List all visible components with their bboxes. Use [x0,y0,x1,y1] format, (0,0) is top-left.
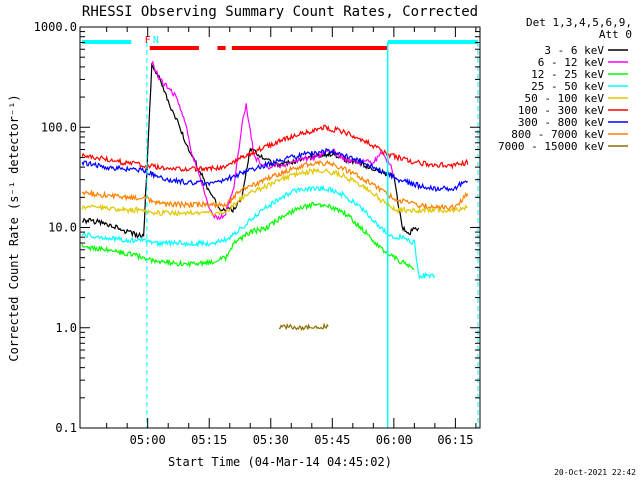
legend-label: 800 - 7000 keV [511,128,604,141]
x-tick-label: 06:00 [376,433,412,447]
legend-label: 6 - 12 keV [538,56,605,69]
chart-title: RHESSI Observing Summary Count Rates, Co… [82,4,478,20]
flag-label-N: N [153,35,159,46]
series-line-50-100-kev [81,167,468,217]
y-tick-label: 1.0 [55,321,77,335]
y-tick-label: 1000.0 [34,20,77,34]
x-axis: 05:00 05:15 05:30 05:45 06:00 06:15 [106,27,477,447]
x-tick-label: 05:45 [314,433,350,447]
series-line-25-50-kev [81,185,436,280]
flag-label-F: F [145,35,151,46]
x-axis-label: Start Time (04-Mar-14 04:45:02) [168,455,392,469]
y-axis-label: Corrected Count Rate (s⁻¹ detector⁻¹) [7,94,21,361]
y-tick-label: 100.0 [41,120,77,134]
series-layer [81,60,469,332]
legend-label: 25 - 50 keV [531,80,604,93]
series-line-100-300-kev [81,124,469,173]
x-tick-label: 05:00 [130,433,166,447]
legend-label: 7000 - 15000 keV [498,140,604,153]
legend-label: 50 - 100 keV [525,92,605,105]
series-line-3-6-kev [82,62,420,240]
series-line-7000-15000-kev [279,322,329,332]
legend-label: 12 - 25 keV [531,68,604,81]
detectors-label: Det 1,3,4,5,6,9, [526,16,632,29]
legend-label: 300 - 800 keV [518,116,604,129]
y-axis: 1000.0 100.0 10.0 1.0 0.1 [34,20,480,435]
footer-date: 20-Oct-2021 22:42 [554,468,636,477]
series-line-800-7000-kev [81,159,469,211]
legend-label: 3 - 6 keV [544,44,604,57]
attenuator-label: Att 0 [599,28,632,41]
series-line-12-25-kev [81,201,415,271]
x-tick-label: 06:15 [437,433,473,447]
x-tick-label: 05:30 [253,433,289,447]
series-line-300-800-kev [81,147,469,193]
legend-label: 100 - 300 keV [518,104,604,117]
x-tick-label: 05:15 [191,433,227,447]
y-tick-label: 0.1 [55,421,77,435]
y-tick-label: 10.0 [48,221,77,235]
